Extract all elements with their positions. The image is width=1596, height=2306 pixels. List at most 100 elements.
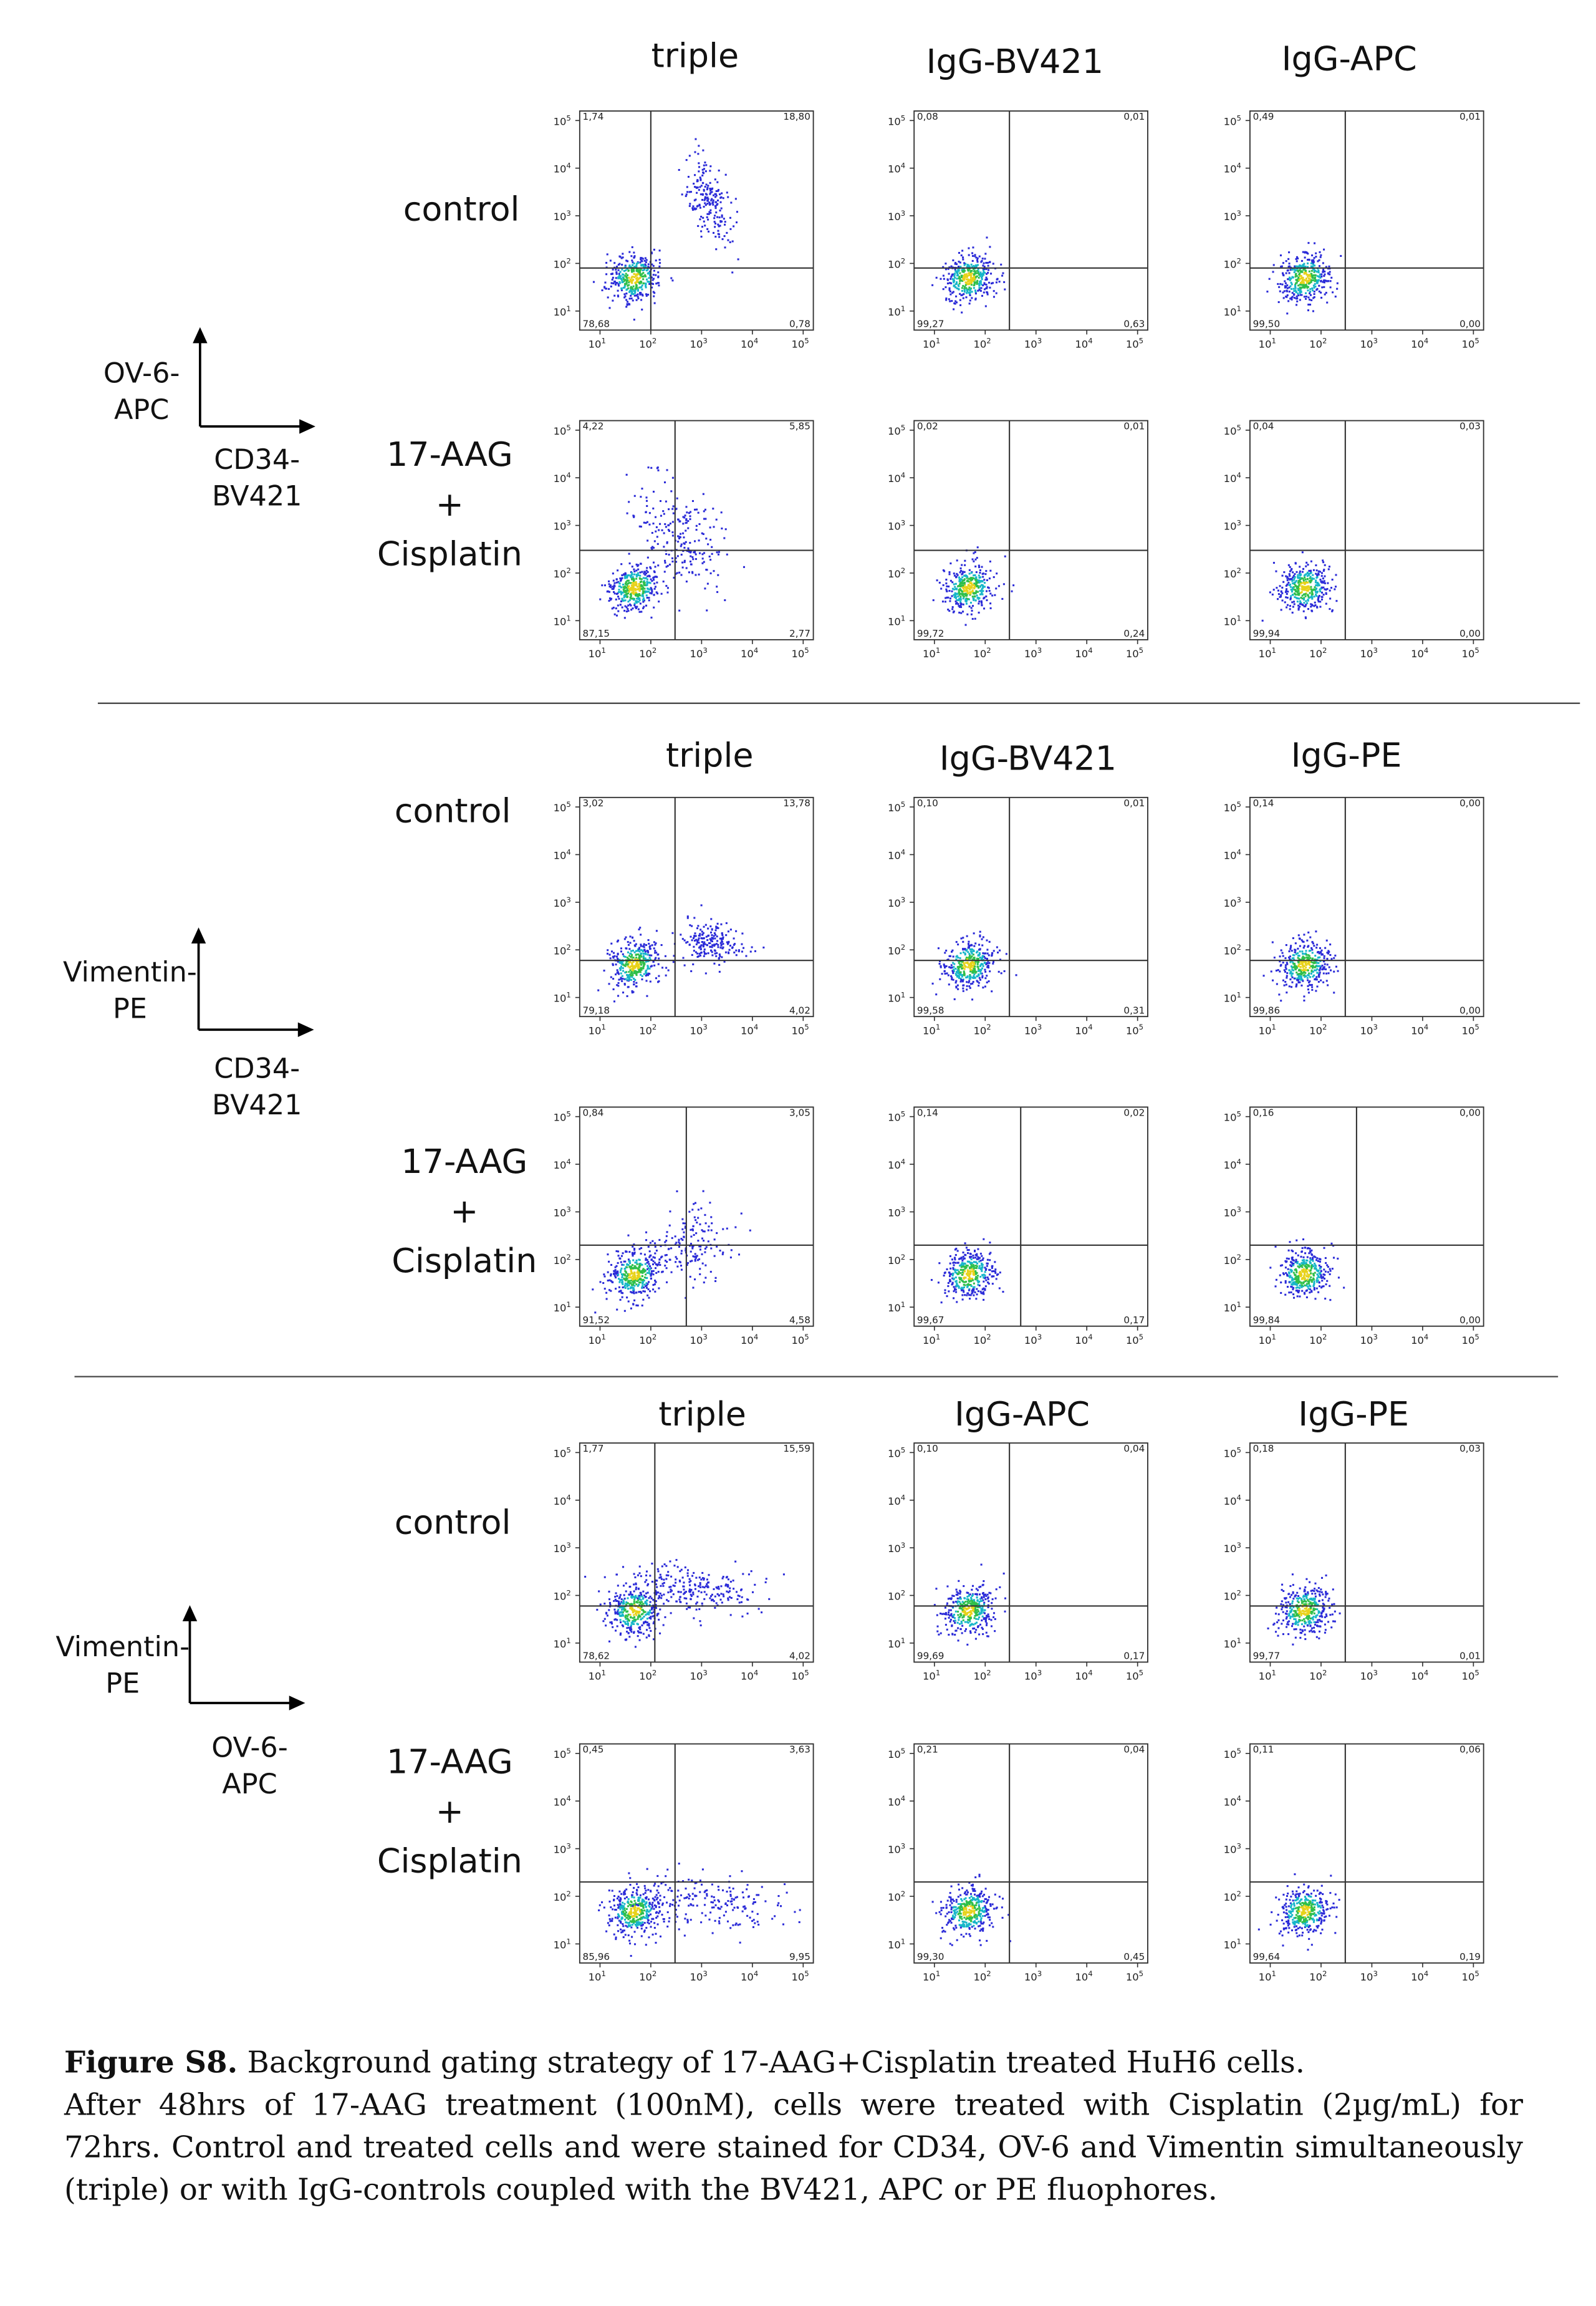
event-dot	[631, 1278, 633, 1280]
event-dot	[685, 567, 688, 569]
event-dot	[703, 164, 705, 166]
event-dot	[959, 571, 961, 574]
event-dot	[1300, 968, 1302, 971]
event-dot	[625, 473, 628, 476]
event-dot	[696, 191, 698, 194]
event-dot	[973, 932, 975, 935]
event-dot	[946, 1295, 948, 1298]
event-dot	[708, 202, 711, 205]
event-dot	[653, 570, 655, 572]
event-dot	[630, 576, 632, 579]
event-dot	[646, 504, 648, 507]
event-dot	[635, 1259, 638, 1262]
event-dot	[1288, 950, 1291, 953]
event-dot	[638, 947, 641, 949]
event-dot	[643, 1276, 646, 1279]
event-dot	[1313, 269, 1315, 272]
event-dot	[966, 275, 968, 278]
x-tick-label: 103	[690, 336, 708, 350]
event-dot	[945, 965, 948, 968]
event-dot	[982, 1257, 984, 1260]
event-dot	[961, 269, 963, 271]
event-dot	[703, 220, 705, 223]
event-dot	[619, 1278, 622, 1281]
event-dot	[1319, 273, 1321, 276]
event-dot	[1277, 598, 1279, 601]
event-dot	[962, 948, 964, 950]
event-dot	[622, 1281, 624, 1283]
event-dot	[981, 976, 984, 979]
event-dot	[698, 145, 700, 147]
quadrant-percent: 0,84	[583, 1107, 604, 1118]
event-dot	[1323, 955, 1325, 957]
event-dot	[608, 307, 611, 309]
event-dot	[1294, 964, 1296, 967]
event-dot	[645, 511, 647, 513]
event-dot	[970, 582, 973, 584]
event-dot	[620, 965, 623, 968]
event-dot	[642, 282, 645, 285]
event-dot	[704, 1251, 706, 1253]
event-dot	[623, 596, 625, 599]
event-dot	[633, 944, 636, 947]
event-dot	[971, 583, 973, 586]
event-dot	[626, 995, 628, 998]
event-dot	[1326, 952, 1329, 954]
event-dot	[688, 943, 691, 946]
event-dot	[643, 943, 645, 946]
event-dot	[665, 974, 667, 977]
event-dot	[696, 952, 699, 955]
event-dot	[971, 609, 973, 612]
event-dot	[640, 962, 642, 964]
event-dot	[1328, 951, 1330, 953]
event-dot	[644, 957, 647, 960]
event-dot	[1284, 601, 1286, 604]
event-dot	[685, 541, 687, 543]
event-dot	[635, 607, 637, 609]
event-dot	[622, 256, 624, 259]
event-dot	[978, 977, 981, 979]
column-title: triple	[666, 737, 754, 776]
event-dot	[1315, 579, 1317, 582]
event-dot	[973, 584, 975, 586]
event-dot	[627, 610, 630, 612]
event-dot	[1328, 966, 1330, 968]
event-dot	[1314, 604, 1317, 607]
event-dot	[1328, 566, 1330, 568]
event-dot	[1297, 975, 1300, 977]
event-dot	[712, 203, 714, 206]
event-dot	[715, 955, 718, 957]
event-dot	[645, 1258, 647, 1262]
event-dot	[961, 980, 964, 983]
event-dot	[943, 967, 946, 969]
event-dot	[1004, 288, 1006, 291]
event-dot	[647, 972, 650, 975]
event-dot	[1302, 276, 1304, 279]
event-dot	[1289, 955, 1291, 958]
event-dot	[678, 537, 680, 539]
event-dot	[965, 587, 968, 590]
event-dot	[640, 299, 643, 301]
event-dot	[653, 964, 656, 967]
event-dot	[632, 1245, 634, 1248]
event-dot	[1297, 952, 1299, 955]
event-dot	[639, 293, 642, 296]
x-tick-label: 102	[639, 1023, 656, 1036]
event-dot	[956, 984, 959, 987]
event-dot	[963, 581, 966, 584]
event-dot	[628, 281, 630, 284]
event-dot	[960, 612, 963, 614]
event-dot	[637, 281, 639, 283]
event-dot	[979, 280, 982, 282]
event-dot	[635, 1262, 638, 1264]
event-dot	[656, 592, 659, 595]
event-dot	[707, 952, 709, 955]
event-dot	[1310, 265, 1312, 268]
event-dot	[974, 270, 976, 273]
event-dot	[1308, 580, 1310, 582]
event-dot	[1301, 597, 1304, 600]
event-dot	[963, 269, 966, 272]
event-dot	[979, 965, 981, 967]
event-dot	[628, 1251, 631, 1253]
event-dot	[980, 283, 983, 286]
